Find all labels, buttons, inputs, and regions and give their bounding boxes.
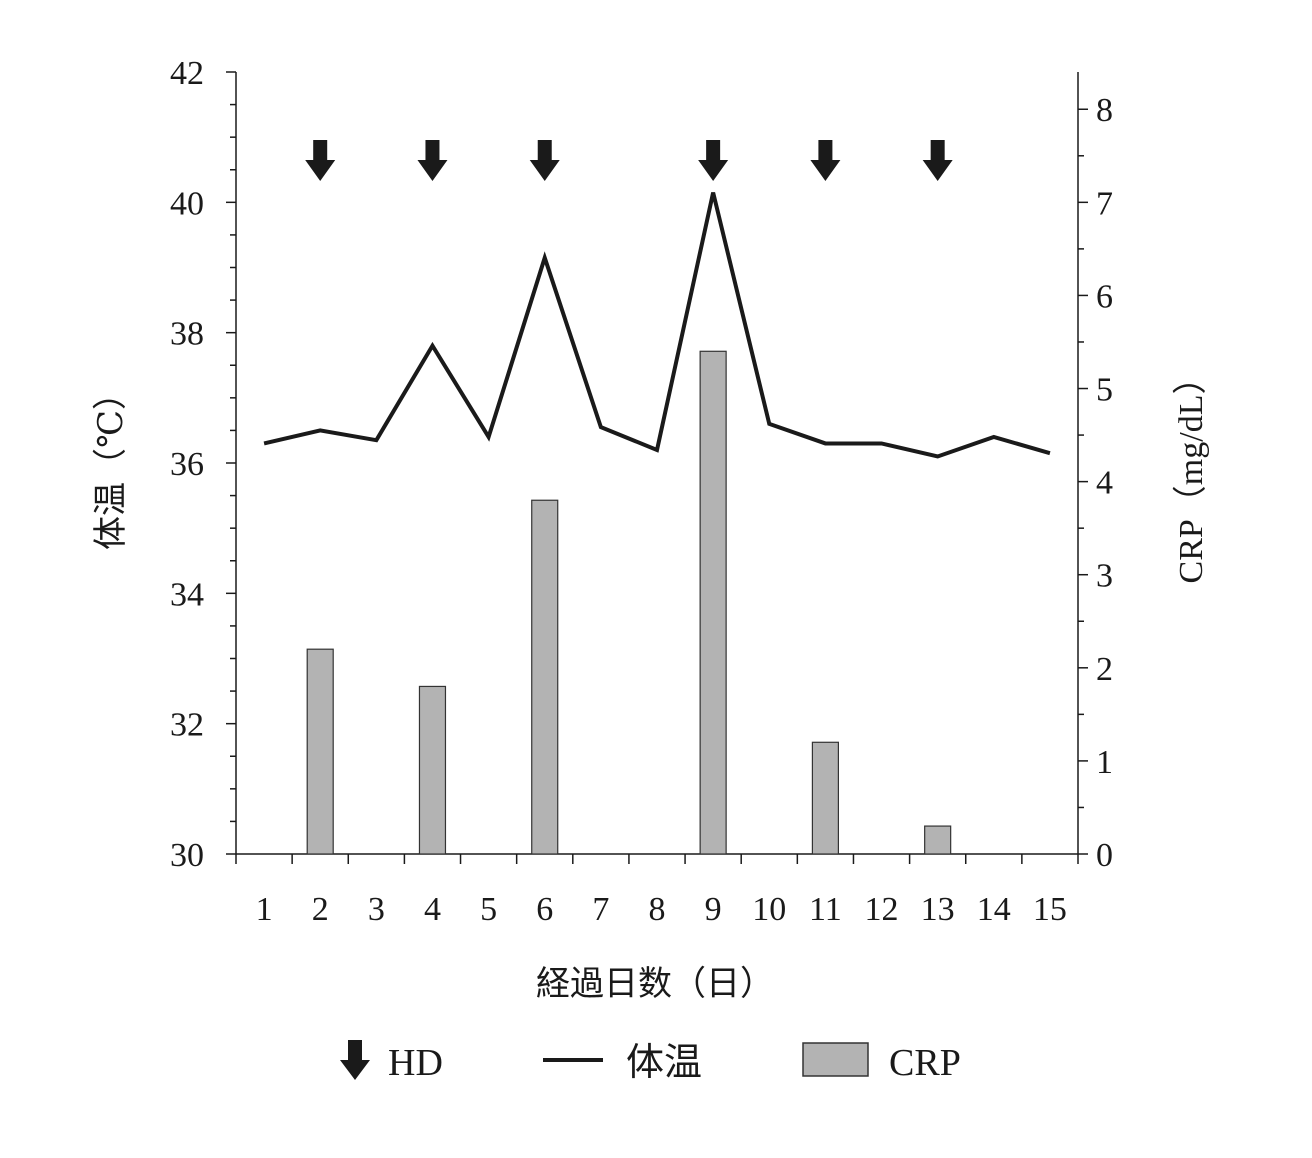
y-right-tick-label: 0 <box>1096 837 1113 874</box>
y-right-tick-label: 3 <box>1096 558 1113 595</box>
hd-arrow-icon <box>529 140 560 181</box>
y-right-tick-label: 6 <box>1096 278 1113 315</box>
x-tick-label: 2 <box>312 891 329 928</box>
y-right-tick-label: 7 <box>1096 185 1113 222</box>
y-left-tick-label: 42 <box>170 55 204 92</box>
y-left-tick-label: 32 <box>170 707 204 744</box>
y-right-tick-label: 2 <box>1096 651 1113 688</box>
crp-bar <box>531 499 559 855</box>
x-tick-label: 11 <box>809 891 842 928</box>
y-left-tick-label: 30 <box>170 837 204 874</box>
x-tick-label: 10 <box>752 891 786 928</box>
x-tick-label: 14 <box>977 891 1011 928</box>
y-left-tick-label: 38 <box>170 316 204 353</box>
y-left-tick-label: 36 <box>170 446 204 483</box>
crp-bar <box>811 741 840 855</box>
legend-crp-label: CRP <box>889 1042 961 1084</box>
y-right-tick-label: 4 <box>1096 465 1113 502</box>
x-tick-label: 4 <box>424 891 441 928</box>
y-right-tick-label: 1 <box>1096 744 1113 781</box>
crp-bar <box>699 350 727 855</box>
legend: HD 体温 CRP <box>340 1040 961 1084</box>
y-left-tick-label: 40 <box>170 185 204 222</box>
temperature-line <box>263 192 1051 459</box>
x-tick-label: 6 <box>536 891 553 928</box>
legend-hd-arrow-icon <box>340 1040 370 1080</box>
hd-arrow-icon <box>417 140 448 181</box>
hd-arrow-icon <box>305 140 336 181</box>
x-tick-label: 1 <box>256 891 273 928</box>
y-right-tick-label: 8 <box>1096 92 1113 129</box>
x-tick-label: 5 <box>480 891 497 928</box>
hd-arrow-icon <box>698 140 729 181</box>
crp-bar <box>306 648 334 855</box>
hd-arrow-icon <box>810 140 841 181</box>
legend-hd-label: HD <box>388 1042 443 1084</box>
x-tick-label: 13 <box>921 891 955 928</box>
x-tick-label: 15 <box>1033 891 1067 928</box>
y-left-tick-label: 34 <box>170 576 204 613</box>
x-tick-label: 3 <box>368 891 385 928</box>
x-axis-label: 経過日数（日） <box>536 965 774 1003</box>
x-tick-label: 12 <box>865 891 899 928</box>
crp-bar <box>418 685 447 855</box>
x-tick-label: 8 <box>649 891 666 928</box>
hd-arrow-icon <box>922 140 953 181</box>
y-axis-right-label: CRP（mg/dL） <box>1172 361 1210 584</box>
legend-bar-swatch <box>802 1042 869 1077</box>
y-right-tick-label: 5 <box>1096 372 1113 409</box>
x-tick-label: 9 <box>705 891 722 928</box>
x-tick-label: 7 <box>592 891 609 928</box>
y-axis-left-label: 体温（℃） <box>92 376 130 550</box>
crp-bar <box>924 825 952 855</box>
legend-temp-label: 体温 <box>626 1042 702 1084</box>
